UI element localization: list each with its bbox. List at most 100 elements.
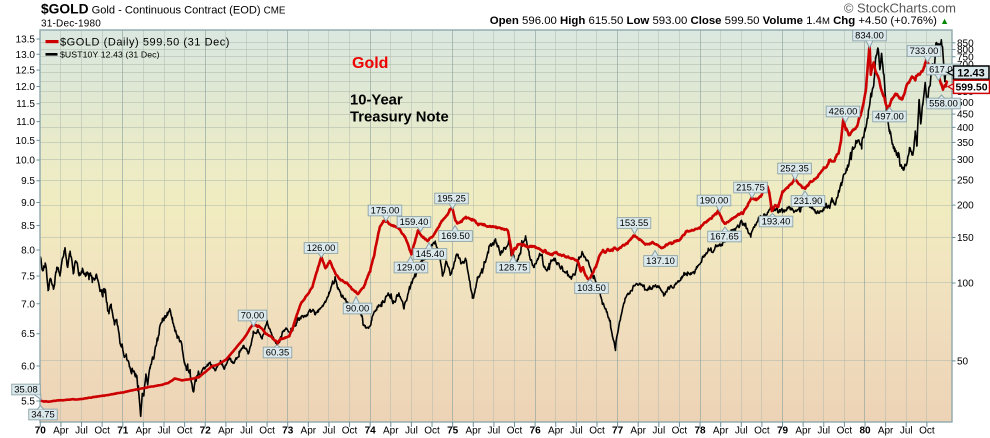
svg-text:200: 200 (957, 201, 974, 212)
svg-text:9.0: 9.0 (21, 198, 35, 209)
svg-text:74: 74 (365, 426, 377, 437)
svg-text:Jul: Jul (817, 426, 830, 437)
svg-text:75: 75 (447, 426, 459, 437)
svg-text:13.5: 13.5 (16, 35, 36, 46)
svg-text:80: 80 (859, 426, 871, 437)
svg-text:Oct: Oct (177, 426, 193, 437)
svg-text:450: 450 (957, 110, 974, 121)
svg-text:100: 100 (957, 279, 974, 290)
svg-text:Apr: Apr (548, 426, 564, 437)
svg-text:750: 750 (957, 52, 974, 63)
svg-text:300: 300 (957, 155, 974, 166)
svg-text:$GOLD (Daily) 599.50 (31 Dec): $GOLD (Daily) 599.50 (31 Dec) (60, 37, 230, 49)
svg-text:Jul: Jul (487, 426, 500, 437)
svg-text:Jul: Jul (405, 426, 418, 437)
svg-text:8.5: 8.5 (21, 221, 35, 232)
svg-text:Jul: Jul (323, 426, 336, 437)
svg-text:Open 596.00 High 615.50 Low 59: Open 596.00 High 615.50 Low 593.00 Close… (490, 15, 949, 27)
svg-text:159.40: 159.40 (400, 216, 429, 227)
svg-text:150: 150 (957, 233, 974, 244)
svg-text:175.00: 175.00 (371, 205, 400, 216)
svg-text:Apr: Apr (630, 426, 646, 437)
svg-text:400: 400 (957, 123, 974, 134)
svg-text:252.35: 252.35 (780, 163, 809, 174)
svg-text:12.43: 12.43 (957, 67, 985, 79)
svg-text:Apr: Apr (301, 426, 317, 437)
svg-text:6.0: 6.0 (21, 361, 35, 372)
svg-text:© StockCharts.com: © StockCharts.com (844, 1, 956, 16)
svg-text:10.0: 10.0 (16, 156, 36, 167)
svg-text:733.00: 733.00 (910, 45, 939, 56)
svg-text:11.5: 11.5 (16, 99, 35, 110)
svg-text:12.0: 12.0 (16, 82, 36, 93)
svg-text:78: 78 (694, 426, 706, 437)
svg-text:195.25: 195.25 (437, 193, 466, 204)
svg-text:Oct: Oct (919, 426, 935, 437)
svg-text:90.00: 90.00 (346, 303, 369, 314)
svg-text:34.75: 34.75 (31, 409, 54, 420)
svg-text:50: 50 (957, 356, 969, 367)
svg-text:Jul: Jul (900, 426, 913, 437)
svg-text:Apr: Apr (53, 426, 69, 437)
svg-text:9.5: 9.5 (21, 176, 35, 187)
svg-text:71: 71 (117, 426, 129, 437)
svg-text:500: 500 (957, 98, 974, 109)
svg-text:834.00: 834.00 (855, 30, 884, 41)
svg-text:Apr: Apr (795, 426, 811, 437)
svg-text:558.00: 558.00 (929, 98, 958, 109)
svg-text:10.5: 10.5 (16, 136, 36, 147)
svg-text:145.40: 145.40 (416, 248, 445, 259)
svg-text:11.0: 11.0 (16, 117, 35, 128)
svg-text:Jul: Jul (570, 426, 583, 437)
svg-text:Apr: Apr (383, 426, 399, 437)
svg-text:Apr: Apr (878, 426, 894, 437)
svg-text:Jul: Jul (158, 426, 171, 437)
svg-text:153.55: 153.55 (620, 217, 649, 228)
svg-text:250: 250 (957, 176, 974, 187)
svg-text:$GOLD Gold - Continuous Contra: $GOLD Gold - Continuous Contract (EOD) C… (41, 2, 286, 17)
svg-text:126.00: 126.00 (307, 242, 336, 253)
svg-text:193.40: 193.40 (762, 216, 791, 227)
svg-text:850: 850 (957, 38, 974, 49)
svg-text:70: 70 (35, 426, 47, 437)
svg-text:Jul: Jul (240, 426, 253, 437)
svg-text:7.5: 7.5 (21, 272, 35, 283)
svg-text:800: 800 (957, 45, 974, 56)
svg-text:Oct: Oct (342, 426, 358, 437)
svg-text:128.75: 128.75 (499, 262, 528, 273)
svg-text:167.65: 167.65 (710, 231, 739, 242)
svg-text:Oct: Oct (754, 426, 770, 437)
svg-text:497.00: 497.00 (875, 111, 904, 122)
svg-text:231.90: 231.90 (794, 195, 823, 206)
svg-text:Jul: Jul (75, 426, 88, 437)
svg-text:5.5: 5.5 (21, 397, 35, 408)
svg-text:103.50: 103.50 (577, 282, 606, 293)
svg-text:Oct: Oct (672, 426, 688, 437)
svg-text:426.00: 426.00 (829, 106, 858, 117)
svg-text:$UST10Y 12.43 (31 Dec): $UST10Y 12.43 (31 Dec) (60, 50, 160, 60)
svg-text:599.50: 599.50 (955, 82, 987, 94)
svg-text:Apr: Apr (465, 426, 481, 437)
svg-text:79: 79 (777, 426, 789, 437)
svg-text:70.00: 70.00 (241, 310, 264, 321)
svg-text:350: 350 (957, 138, 974, 149)
svg-text:Apr: Apr (218, 426, 234, 437)
svg-text:Oct: Oct (589, 426, 605, 437)
svg-text:Oct: Oct (94, 426, 110, 437)
svg-text:Apr: Apr (136, 426, 152, 437)
svg-text:Treasury Note: Treasury Note (350, 110, 449, 126)
svg-text:35.08: 35.08 (14, 384, 37, 395)
svg-text:617.00: 617.00 (929, 64, 958, 75)
svg-text:Oct: Oct (507, 426, 523, 437)
svg-text:72: 72 (200, 426, 212, 437)
svg-text:73: 73 (282, 426, 294, 437)
svg-text:13.0: 13.0 (16, 50, 36, 61)
svg-text:137.10: 137.10 (646, 255, 675, 266)
svg-text:169.50: 169.50 (441, 230, 470, 241)
svg-text:215.75: 215.75 (736, 182, 765, 193)
svg-text:77: 77 (612, 426, 624, 437)
svg-text:Oct: Oct (837, 426, 853, 437)
svg-text:12.5: 12.5 (16, 66, 36, 77)
svg-text:Apr: Apr (713, 426, 729, 437)
svg-text:Jul: Jul (735, 426, 748, 437)
